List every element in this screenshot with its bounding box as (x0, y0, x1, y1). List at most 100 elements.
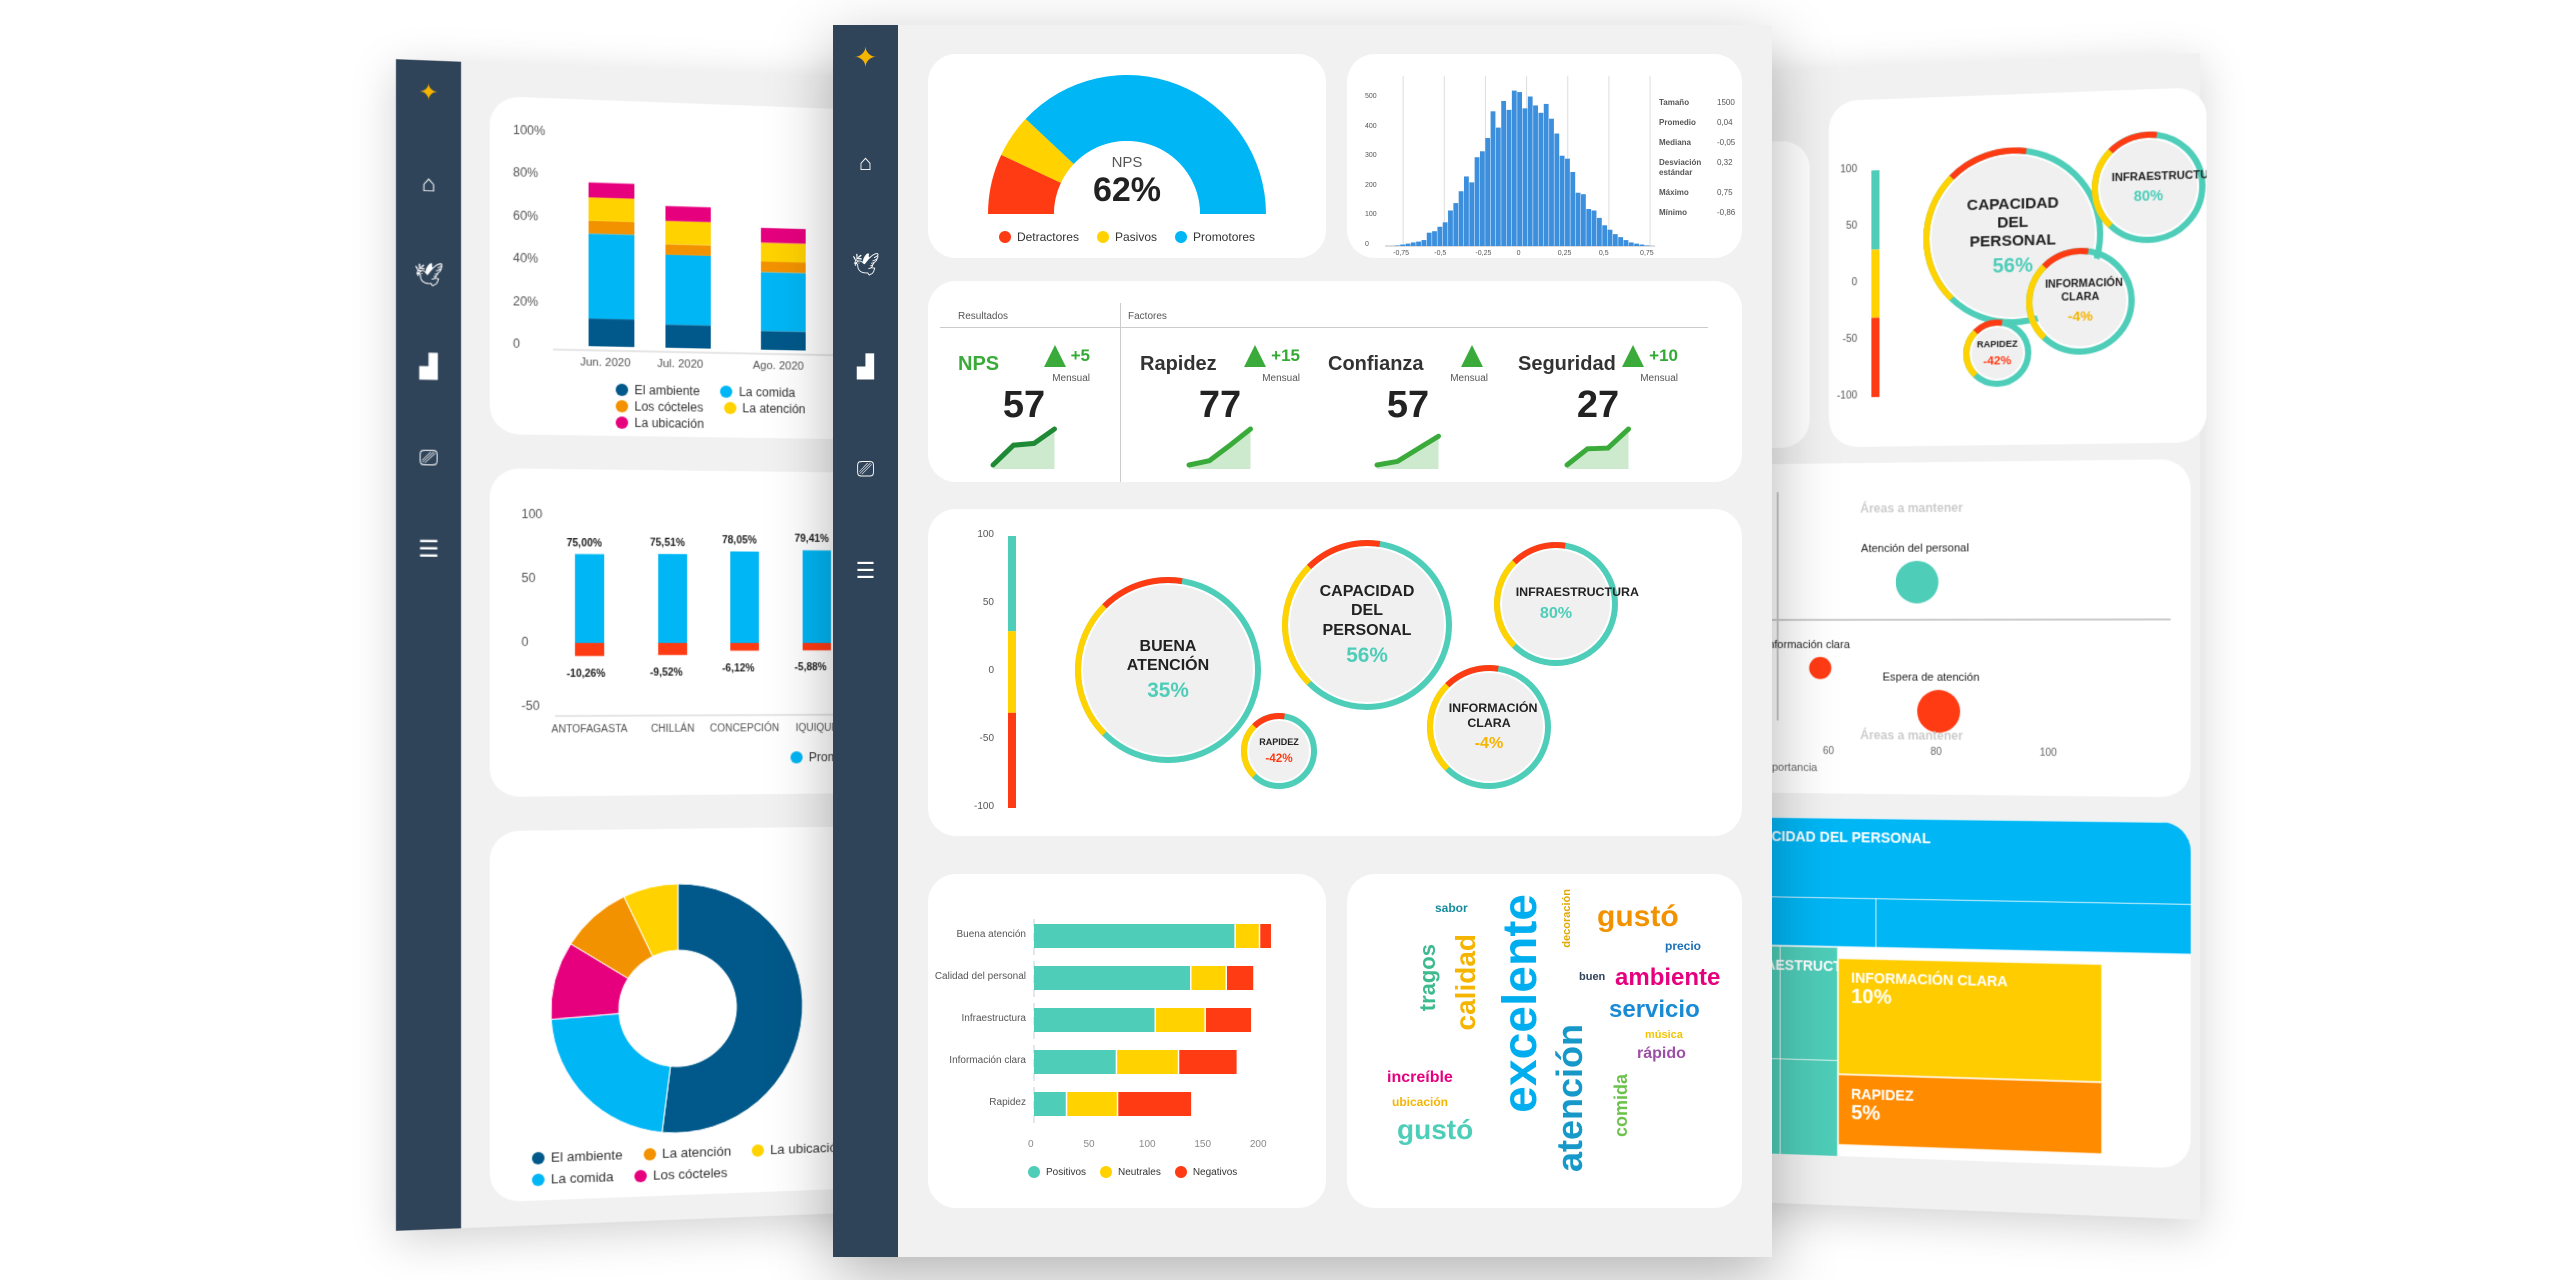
legend-swatch (1096, 231, 1109, 243)
treemap-cell[interactable]: CAPACIDAD DEL PERSONAL (1719, 816, 2191, 955)
histogram-bar (1628, 242, 1634, 246)
treemap-divider (1875, 898, 1877, 948)
y-tick-label: Buena atención (956, 929, 1026, 940)
scale-positive (1008, 536, 1016, 632)
legend-label: Pasivos (1114, 230, 1158, 244)
scale-label: -50 (979, 733, 994, 744)
histogram-bar (1591, 210, 1597, 246)
results-label: Resultados (958, 311, 1009, 322)
legend-swatch (615, 399, 629, 413)
kpi-delta-value: +5 (1070, 346, 1090, 365)
y-tick-label: 80% (512, 165, 539, 181)
legend-swatch (1174, 1166, 1187, 1178)
logo-icon[interactable]: ✦ (418, 78, 439, 106)
legend-item: La ubicación (751, 1139, 844, 1157)
home-icon[interactable]: ⌂ (858, 150, 873, 175)
bar-segment (665, 254, 711, 326)
stat-value: 1500 (1717, 98, 1735, 107)
kpi-name: Confianza (1328, 353, 1424, 375)
legend-item: La comida (720, 384, 795, 400)
positive-label: 75,00% (566, 537, 603, 550)
word-cloud-word: gustó (1397, 1114, 1474, 1145)
home-icon[interactable]: ⌂ (421, 170, 436, 197)
positive-label: 75,51% (649, 537, 685, 550)
bubble-fill (1083, 585, 1253, 755)
histogram-bar (1511, 90, 1517, 246)
x-tick-label: CONCEPCIÓN (709, 723, 780, 735)
sparkline-area (993, 429, 1055, 469)
histogram-bar (1565, 158, 1570, 246)
bar-segment (1191, 966, 1226, 990)
stat-value: 0,32 (1717, 158, 1733, 167)
treemap-value: 10% (1851, 985, 1892, 1009)
histogram-bar (1495, 127, 1501, 246)
scale-label: -100 (973, 801, 994, 812)
x-tick-label: 50 (1083, 1139, 1095, 1150)
stacked-legend: El ambiente La comida Los cócteles La atenc… (615, 383, 862, 434)
sliders-icon[interactable]: ☰ (855, 558, 876, 583)
legend-item: Positivos (1028, 1166, 1086, 1178)
ticket-icon[interactable]: ⎚ (419, 444, 438, 471)
chart-svg (1871, 87, 2207, 398)
histogram-bar (1639, 244, 1645, 246)
legend-item: Promotores (1175, 230, 1255, 244)
bar-segment (1226, 966, 1254, 990)
x-tick-label: CHILLÁN (650, 723, 695, 735)
treemap-cell[interactable]: RAPIDEZ 5% (1837, 1074, 2103, 1155)
positive-bar (574, 554, 605, 643)
histogram-bar (1506, 109, 1512, 246)
stat-label: Promedio (1659, 118, 1696, 127)
legend-label: Los cócteles (653, 1164, 728, 1183)
kpi-vertical-divider (1120, 303, 1121, 482)
histogram-bar (1400, 244, 1406, 246)
y-tick-label: Infraestructura (961, 1013, 1026, 1024)
horizontal-bar-card: Buena atención Calidad del personal Infrae… (928, 874, 1326, 1208)
scale-positive (1871, 170, 1880, 250)
chart-svg (1385, 76, 1655, 247)
legend-item: La comida (531, 1169, 614, 1187)
kpi-period: Mensual (1640, 373, 1678, 384)
kpi-rapidez: Rapidez +15 Mensual 77 (1140, 281, 1300, 482)
bubble-label: RAPIDEZ (1259, 737, 1299, 748)
dove-icon[interactable]: 🕊 (413, 261, 444, 289)
negative-label: -5,88% (794, 662, 827, 674)
positive-bar (658, 553, 688, 643)
sparkline-line (1564, 426, 1631, 468)
legend-swatch (531, 1172, 545, 1186)
treemap-cell[interactable]: INFORMACIÓN CLARA 10% (1837, 958, 2103, 1083)
legend-label: La comida (738, 384, 796, 400)
histogram-bar (1618, 237, 1624, 246)
kpi-delta (1461, 345, 1488, 367)
up-triangle-icon (1043, 345, 1066, 367)
bubble-value: -42% (1265, 751, 1293, 765)
kpi-period: Mensual (1262, 373, 1300, 384)
scale-label: 50 (1845, 220, 1858, 232)
histogram-bar (1410, 242, 1416, 246)
word-cloud-word: buen (1579, 971, 1606, 983)
bar-chart-icon[interactable]: ▟ (857, 354, 874, 379)
kpi-value: 77 (1198, 384, 1242, 426)
logo-icon[interactable]: ✦ (853, 42, 878, 73)
legend-swatch (790, 751, 803, 764)
bubble-value: 80% (2133, 187, 2164, 205)
ticket-icon[interactable]: ⎚ (856, 456, 875, 481)
histogram-bar (1538, 112, 1544, 246)
word-cloud-word: increíble (1387, 1069, 1453, 1086)
kpi-card: Resultados Factores NPS +5 Mensual 57 Rap… (928, 281, 1742, 482)
chart-svg (490, 550, 942, 797)
stat-value: 0,04 (1717, 118, 1733, 127)
x-tick-label: 0 (1516, 250, 1521, 257)
bar-segment (665, 324, 711, 349)
sliders-icon[interactable]: ☰ (418, 535, 440, 562)
histogram-card: -0,75 -0,5 -0,25 0 0,25 0,5 0,75 500 400 300 200 10… (1347, 54, 1742, 258)
bar-chart-icon[interactable]: ▟ (419, 353, 438, 380)
dove-icon[interactable]: 🕊 (851, 252, 880, 277)
bubble-fill (1502, 550, 1610, 658)
negative-bar (574, 642, 605, 657)
center-dashboard: ✦ ⌂ 🕊 ▟ ⎚ ☰ NPS 62% Detractores Pasivos Pr… (833, 25, 1772, 1257)
histogram-bar (1453, 203, 1459, 246)
bubble-label: CAPACIDAD DEL PERSONAL (1319, 583, 1415, 639)
bubble-ring-neutral (1282, 564, 1312, 686)
histogram-bar (1554, 133, 1560, 246)
legend-item: El ambiente (531, 1147, 623, 1166)
